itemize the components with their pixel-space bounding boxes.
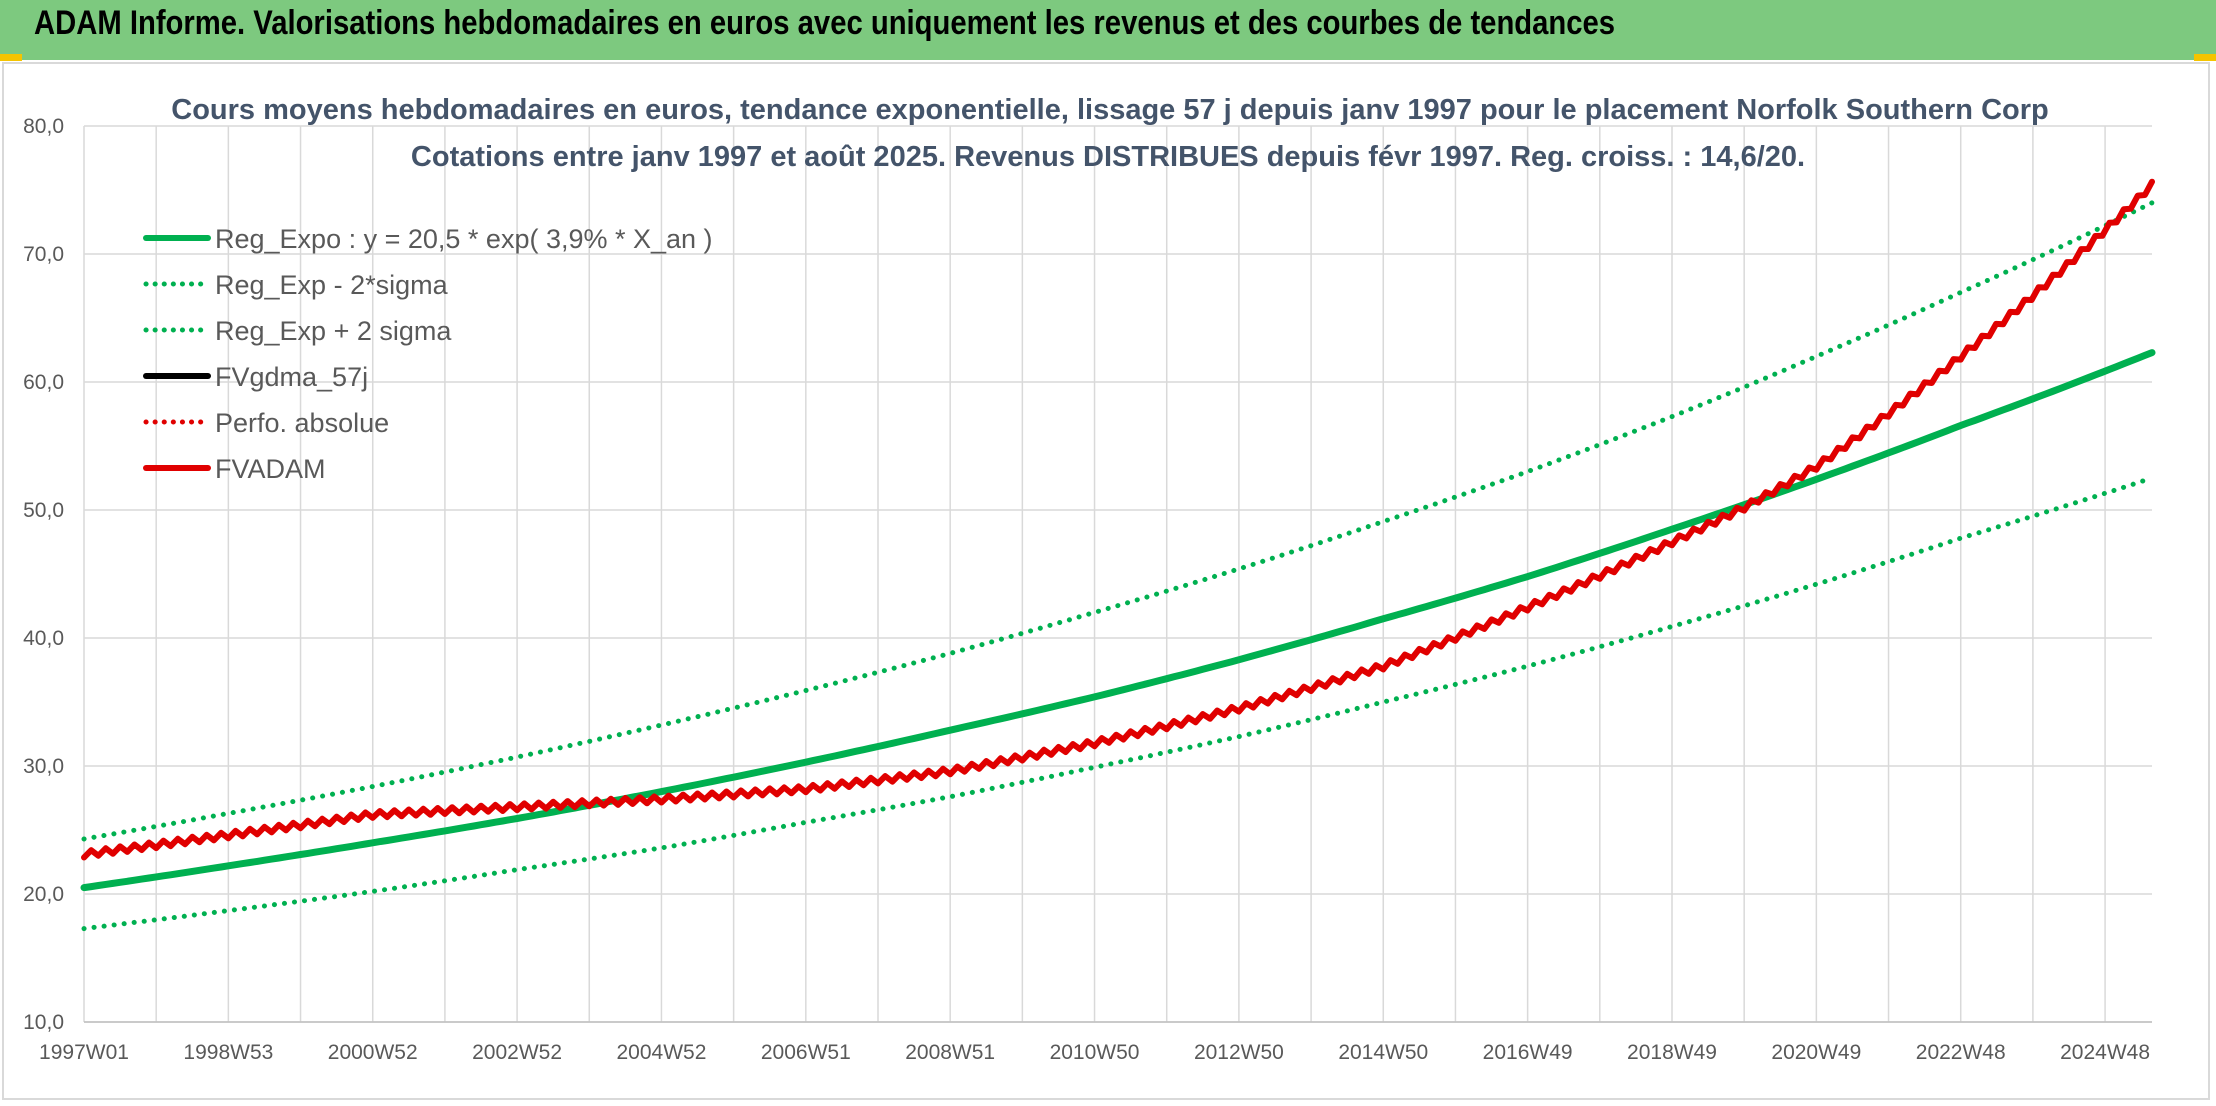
page-title: ADAM Informe. Valorisations hebdomadaire…: [34, 4, 1616, 42]
x-tick-label: 2000W52: [328, 1041, 418, 1064]
y-tick-label: 80,0: [23, 115, 64, 138]
x-tick-label: 1997W01: [39, 1041, 129, 1064]
chart-title-line1: Cours moyens hebdomadaires en euros, ten…: [171, 94, 2048, 126]
x-tick-label: 1998W53: [183, 1041, 273, 1064]
series: [80, 178, 2156, 932]
y-tick-label: 30,0: [23, 755, 64, 778]
y-tick-label: 40,0: [23, 627, 64, 650]
series-line: [80, 349, 2156, 892]
grid: [83, 125, 2152, 1023]
series-line: [81, 200, 2155, 842]
y-tick-label: 10,0: [23, 1011, 64, 1034]
x-tick-label: 2020W49: [1771, 1041, 1861, 1064]
x-tick-label: 2014W50: [1338, 1041, 1428, 1064]
legend-label: Reg_Expo : y = 20,5 * exp( 3,9% * X_an ): [215, 224, 713, 254]
y-tick-label: 20,0: [23, 883, 64, 906]
legend-label: FVgdma_57j: [215, 362, 368, 392]
legend-label: FVADAM: [215, 454, 326, 484]
x-tick-label: 2022W48: [1916, 1041, 2006, 1064]
legend-label: Perfo. absolue: [215, 408, 389, 438]
x-tick-label: 2012W50: [1194, 1041, 1284, 1064]
x-tick-label: 2010W50: [1050, 1041, 1140, 1064]
accent-bar-right: [2194, 54, 2216, 61]
x-tick-label: 2002W52: [472, 1041, 562, 1064]
x-tick-label: 2016W49: [1483, 1041, 1573, 1064]
y-tick-label: 60,0: [23, 371, 64, 394]
chart-frame: [2, 62, 2210, 1100]
legend-label: Reg_Exp + 2 sigma: [215, 316, 452, 346]
y-tick-label: 50,0: [23, 499, 64, 522]
x-tick-label: 2006W51: [761, 1041, 851, 1064]
y-tick-label: 70,0: [23, 243, 64, 266]
series-line: [81, 475, 2155, 932]
accent-bar-left: [0, 54, 22, 61]
legend-label: Reg_Exp - 2*sigma: [215, 270, 449, 300]
legend: Reg_Expo : y = 20,5 * exp( 3,9% * X_an )…: [143, 224, 713, 484]
chart-title-line2: Cotations entre janv 1997 et août 2025. …: [411, 141, 1805, 173]
x-tick-label: 2024W48: [2060, 1041, 2150, 1064]
axes: 10,0 20,0 30,0 40,0 50,0 60,0 70,0 80,0 1997W01 1…: [23, 115, 2152, 1064]
x-tick-label: 2004W52: [616, 1041, 706, 1064]
series-line: [81, 178, 2155, 861]
x-tick-label: 2008W51: [905, 1041, 995, 1064]
header-bar: [0, 0, 2216, 60]
x-tick-label: 2018W49: [1627, 1041, 1717, 1064]
